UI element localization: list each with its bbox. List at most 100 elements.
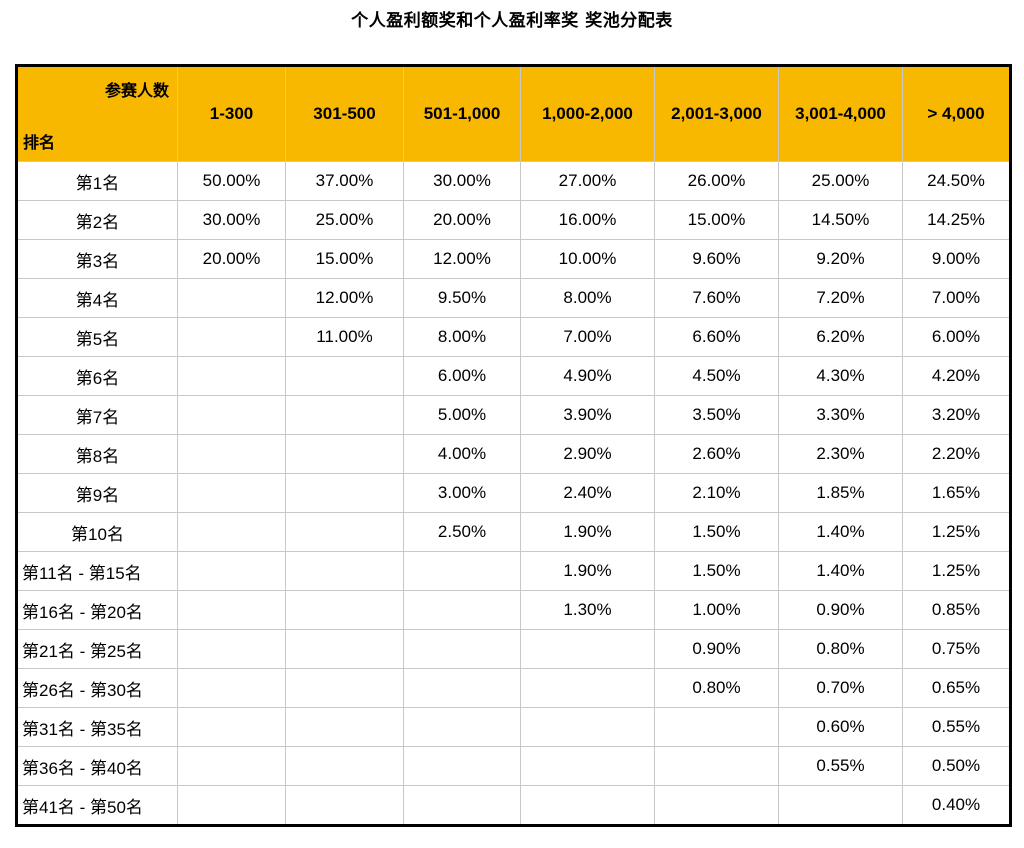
percentage-cell — [654, 707, 779, 747]
column-header: 3,001-4,000 — [778, 65, 903, 162]
rank-cell: 第9名 — [16, 473, 178, 513]
percentage-cell: 14.25% — [902, 200, 1011, 240]
percentage-cell — [285, 551, 404, 591]
percentage-cell — [520, 785, 655, 826]
percentage-cell: 15.00% — [285, 239, 404, 279]
percentage-cell — [285, 395, 404, 435]
percentage-cell: 1.90% — [520, 512, 655, 552]
percentage-cell: 9.60% — [654, 239, 779, 279]
percentage-cell — [177, 590, 286, 630]
percentage-cell: 6.00% — [403, 356, 521, 396]
percentage-cell: 7.60% — [654, 278, 779, 318]
percentage-cell — [520, 629, 655, 669]
percentage-cell — [177, 707, 286, 747]
percentage-cell: 3.90% — [520, 395, 655, 435]
percentage-cell: 25.00% — [285, 200, 404, 240]
percentage-cell — [403, 785, 521, 826]
percentage-cell: 6.60% — [654, 317, 779, 357]
rank-cell: 第16名 - 第20名 — [16, 590, 178, 630]
percentage-cell: 0.90% — [778, 590, 903, 630]
percentage-cell: 20.00% — [403, 200, 521, 240]
percentage-cell — [177, 356, 286, 396]
rank-cell: 第8名 — [16, 434, 178, 474]
percentage-cell — [285, 434, 404, 474]
prize-distribution-table: 参赛人数 排名 1-300 301-500 501-1,000 1,000-2,… — [15, 64, 1012, 827]
table-row: 第4名 12.00% 9.50% 8.00% 7.60% 7.20% 7.00% — [16, 278, 1011, 318]
rank-cell: 第36名 - 第40名 — [16, 746, 178, 786]
table-row: 第6名 6.00% 4.90% 4.50% 4.30% 4.20% — [16, 356, 1011, 396]
table-row: 第10名 2.50% 1.90% 1.50% 1.40% 1.25% — [16, 512, 1011, 552]
page-title: 个人盈利额奖和个人盈利率奖 奖池分配表 — [351, 11, 673, 31]
percentage-cell — [177, 434, 286, 474]
header-corner-cell: 参赛人数 排名 — [16, 65, 178, 162]
percentage-cell: 4.30% — [778, 356, 903, 396]
table-row: 第36名 - 第40名 0.55% 0.50% — [16, 746, 1011, 786]
rank-cell: 第4名 — [16, 278, 178, 318]
percentage-cell: 0.55% — [902, 707, 1011, 747]
rank-cell: 第1名 — [16, 161, 178, 201]
percentage-cell: 6.20% — [778, 317, 903, 357]
percentage-cell: 0.40% — [902, 785, 1011, 826]
column-header: 1,000-2,000 — [520, 65, 655, 162]
percentage-cell — [177, 512, 286, 552]
percentage-cell: 9.00% — [902, 239, 1011, 279]
percentage-cell: 0.55% — [778, 746, 903, 786]
column-header: 1-300 — [177, 65, 286, 162]
rank-cell: 第5名 — [16, 317, 178, 357]
percentage-cell: 6.00% — [902, 317, 1011, 357]
percentage-cell — [285, 590, 404, 630]
percentage-cell — [403, 551, 521, 591]
column-header: 501-1,000 — [403, 65, 521, 162]
percentage-cell — [177, 629, 286, 669]
percentage-cell: 1.30% — [520, 590, 655, 630]
percentage-cell: 2.60% — [654, 434, 779, 474]
table-row: 第21名 - 第25名 0.90% 0.80% 0.75% — [16, 629, 1011, 669]
percentage-cell — [177, 278, 286, 318]
rank-cell: 第2名 — [16, 200, 178, 240]
percentage-cell — [403, 629, 521, 669]
percentage-cell — [285, 746, 404, 786]
table-row: 第7名 5.00% 3.90% 3.50% 3.30% 3.20% — [16, 395, 1011, 435]
percentage-cell — [520, 668, 655, 708]
percentage-cell — [177, 395, 286, 435]
percentage-cell: 25.00% — [778, 161, 903, 201]
percentage-cell: 0.50% — [902, 746, 1011, 786]
table-row: 第8名 4.00% 2.90% 2.60% 2.30% 2.20% — [16, 434, 1011, 474]
percentage-cell: 0.80% — [654, 668, 779, 708]
percentage-cell — [520, 746, 655, 786]
percentage-cell: 10.00% — [520, 239, 655, 279]
percentage-cell — [285, 356, 404, 396]
percentage-cell — [285, 707, 404, 747]
percentage-cell: 15.00% — [654, 200, 779, 240]
percentage-cell: 5.00% — [403, 395, 521, 435]
percentage-cell: 3.00% — [403, 473, 521, 513]
table-row: 第3名 20.00% 15.00% 12.00% 10.00% 9.60% 9.20% 9.0… — [16, 239, 1011, 279]
percentage-cell: 4.90% — [520, 356, 655, 396]
rank-cell: 第21名 - 第25名 — [16, 629, 178, 669]
percentage-cell: 2.20% — [902, 434, 1011, 474]
table-row: 第2名 30.00% 25.00% 20.00% 16.00% 15.00% 14.50% 1… — [16, 200, 1011, 240]
percentage-cell — [654, 785, 779, 826]
percentage-cell — [778, 785, 903, 826]
table-row: 第16名 - 第20名 1.30% 1.00% 0.90% 0.85% — [16, 590, 1011, 630]
percentage-cell: 1.65% — [902, 473, 1011, 513]
percentage-cell: 7.00% — [902, 278, 1011, 318]
percentage-cell: 3.20% — [902, 395, 1011, 435]
percentage-cell: 1.85% — [778, 473, 903, 513]
percentage-cell: 30.00% — [177, 200, 286, 240]
percentage-cell — [177, 551, 286, 591]
percentage-cell: 8.00% — [403, 317, 521, 357]
percentage-cell: 0.75% — [902, 629, 1011, 669]
percentage-cell: 30.00% — [403, 161, 521, 201]
rank-cell: 第10名 — [16, 512, 178, 552]
percentage-cell: 0.80% — [778, 629, 903, 669]
percentage-cell: 9.20% — [778, 239, 903, 279]
percentage-cell: 0.90% — [654, 629, 779, 669]
percentage-cell: 7.20% — [778, 278, 903, 318]
percentage-cell: 16.00% — [520, 200, 655, 240]
percentage-cell — [285, 473, 404, 513]
percentage-cell: 2.40% — [520, 473, 655, 513]
percentage-cell: 27.00% — [520, 161, 655, 201]
percentage-cell: 20.00% — [177, 239, 286, 279]
rank-cell: 第6名 — [16, 356, 178, 396]
